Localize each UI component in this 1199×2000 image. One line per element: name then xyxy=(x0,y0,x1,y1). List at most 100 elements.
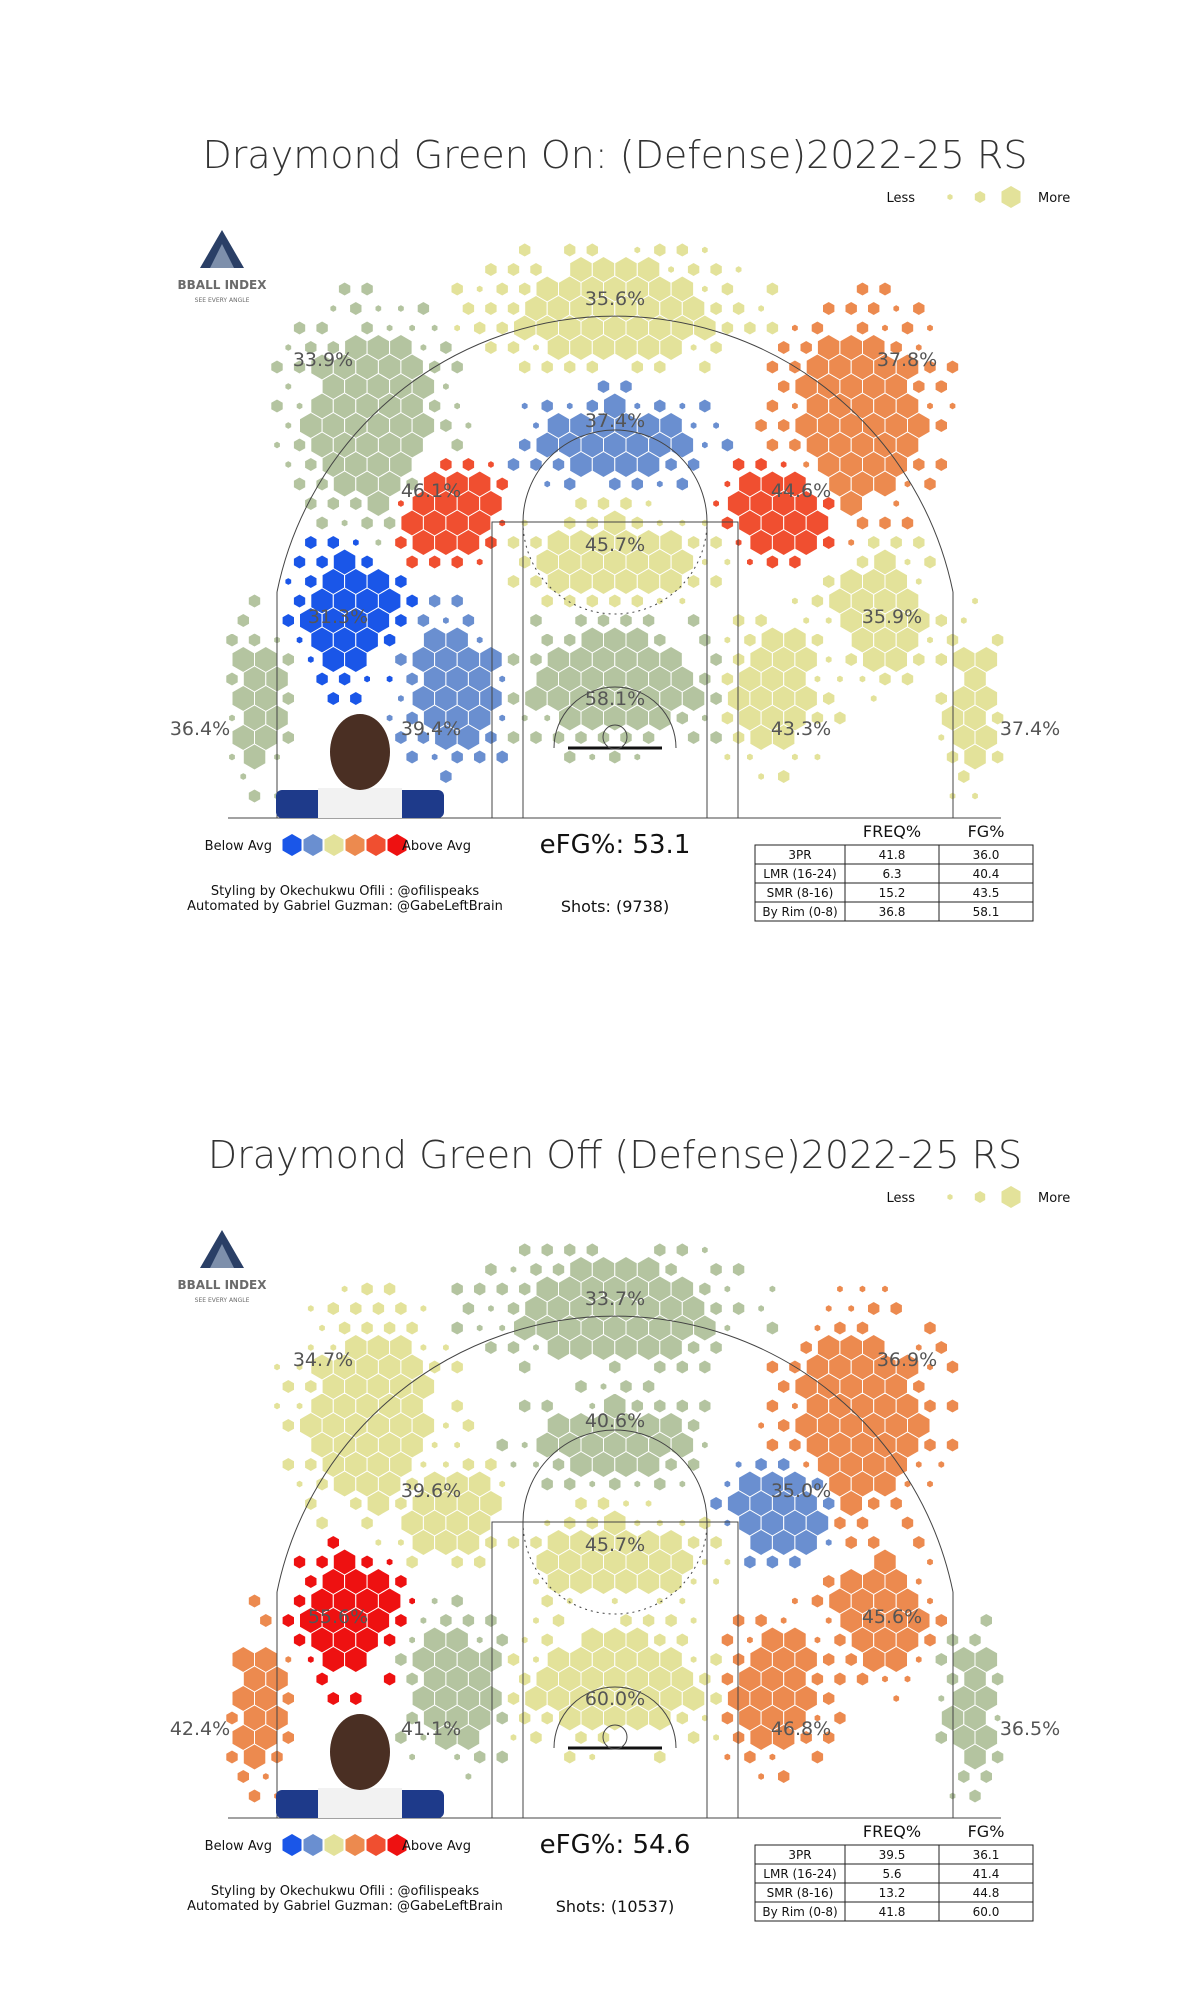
credit-automation: Automated by Gabriel Guzman: @GabeLeftBr… xyxy=(187,1899,503,1914)
hex-bin xyxy=(723,752,732,762)
hex-bin xyxy=(475,635,484,645)
hex-bin xyxy=(495,1632,509,1648)
hex-bin xyxy=(723,1479,732,1489)
hex-bin xyxy=(419,1616,428,1625)
hex-bin xyxy=(926,401,934,411)
hex-bin xyxy=(428,593,442,609)
size-legend-hex xyxy=(1001,1186,1021,1208)
hex-bin xyxy=(315,1671,329,1687)
color-legend-hex xyxy=(303,834,323,856)
hex-bin xyxy=(540,593,554,609)
hex-bin xyxy=(878,671,892,687)
hex-bin xyxy=(903,479,912,489)
hex-bin xyxy=(394,612,408,629)
table-cell: 43.5 xyxy=(973,886,1000,900)
hex-bin xyxy=(385,1557,394,1567)
hex-bin xyxy=(261,1772,270,1781)
hex-bin xyxy=(822,573,836,590)
table-cell: By Rim (0-8) xyxy=(762,1905,837,1919)
hex-bin xyxy=(670,1431,695,1459)
hex-bin xyxy=(689,421,698,430)
hex-bin xyxy=(754,1612,768,1629)
hex-bin xyxy=(822,1495,836,1512)
hex-bin xyxy=(326,495,340,512)
hex-bin xyxy=(428,554,442,570)
zone-fg-label: 58.1% xyxy=(585,688,645,710)
hex-bin xyxy=(295,1401,304,1411)
size-legend-less: Less xyxy=(886,1191,915,1206)
hex-bin xyxy=(957,1768,971,1785)
logo-name: BBALL INDEX xyxy=(178,278,268,292)
hex-bin xyxy=(993,1713,1002,1723)
hex-bin xyxy=(698,671,712,687)
hex-bin xyxy=(720,281,735,297)
hex-bin xyxy=(464,1772,473,1781)
hex-bin xyxy=(495,749,509,765)
hex-bin xyxy=(273,1362,281,1372)
table-cell: 41.8 xyxy=(879,848,906,862)
hex-bin xyxy=(242,1743,267,1771)
hex-bin xyxy=(833,1632,847,1648)
hex-bin xyxy=(912,300,926,317)
hex-bin xyxy=(292,1593,307,1609)
hex-bin xyxy=(934,378,948,395)
hex-bin xyxy=(934,1651,948,1668)
hex-bin xyxy=(777,768,791,785)
hex-bin xyxy=(847,1304,856,1313)
hex-bin xyxy=(633,1479,642,1489)
hex-bin xyxy=(968,1632,982,1648)
hex-bin xyxy=(824,1616,833,1625)
hex-bin xyxy=(689,1577,698,1586)
hex-bin xyxy=(315,554,329,570)
player-head-icon xyxy=(330,714,390,790)
hex-bin xyxy=(765,398,780,414)
hex-bin xyxy=(349,1300,363,1317)
court-lines xyxy=(228,1315,1001,1819)
hex-bin xyxy=(529,573,543,590)
hex-bin xyxy=(757,1304,765,1313)
hex-bin xyxy=(900,320,915,336)
hex-bin xyxy=(419,1733,428,1742)
hex-bin xyxy=(824,655,833,664)
hex-bin xyxy=(641,1612,656,1629)
table-cell: 5.6 xyxy=(882,1867,901,1881)
hex-bin xyxy=(405,1320,419,1336)
hex-bin xyxy=(439,339,453,356)
hex-bin xyxy=(385,713,394,723)
zone-fg-label: 55.6% xyxy=(308,1606,368,1628)
hex-bin xyxy=(867,300,881,317)
hex-bin xyxy=(731,300,746,317)
hex-bin xyxy=(529,729,543,746)
hex-bin xyxy=(315,515,329,531)
hex-bin xyxy=(520,401,529,411)
court-lines xyxy=(228,315,1001,819)
player-photo xyxy=(276,1714,444,1818)
hex-bin xyxy=(484,300,498,317)
hex-bin xyxy=(675,1359,689,1375)
hex-bin xyxy=(822,534,836,551)
hex-bin xyxy=(337,1320,352,1336)
hex-bin xyxy=(450,749,464,765)
hex-bin xyxy=(292,554,307,570)
hex-bin xyxy=(529,1534,543,1551)
hex-bin xyxy=(304,573,318,590)
hex-bin xyxy=(484,1612,498,1629)
hex-bin xyxy=(844,300,858,317)
hex-bin xyxy=(450,593,464,609)
hex-bin xyxy=(281,1690,295,1707)
hex-bin xyxy=(709,300,723,317)
hex-bin xyxy=(743,1554,757,1570)
hex-bin xyxy=(540,632,554,648)
hex-bin xyxy=(709,1339,723,1356)
hex-bin xyxy=(304,534,318,551)
hex-bin xyxy=(394,1651,408,1668)
hex-bin xyxy=(453,323,461,333)
hex-bin xyxy=(442,1421,450,1430)
hex-bin xyxy=(506,456,521,473)
hex-bin xyxy=(900,671,915,687)
hex-bin xyxy=(304,1495,318,1512)
hex-bin xyxy=(382,1632,397,1648)
hex-bin xyxy=(563,749,577,765)
hex-bin xyxy=(382,515,397,531)
hex-bin xyxy=(518,242,532,258)
